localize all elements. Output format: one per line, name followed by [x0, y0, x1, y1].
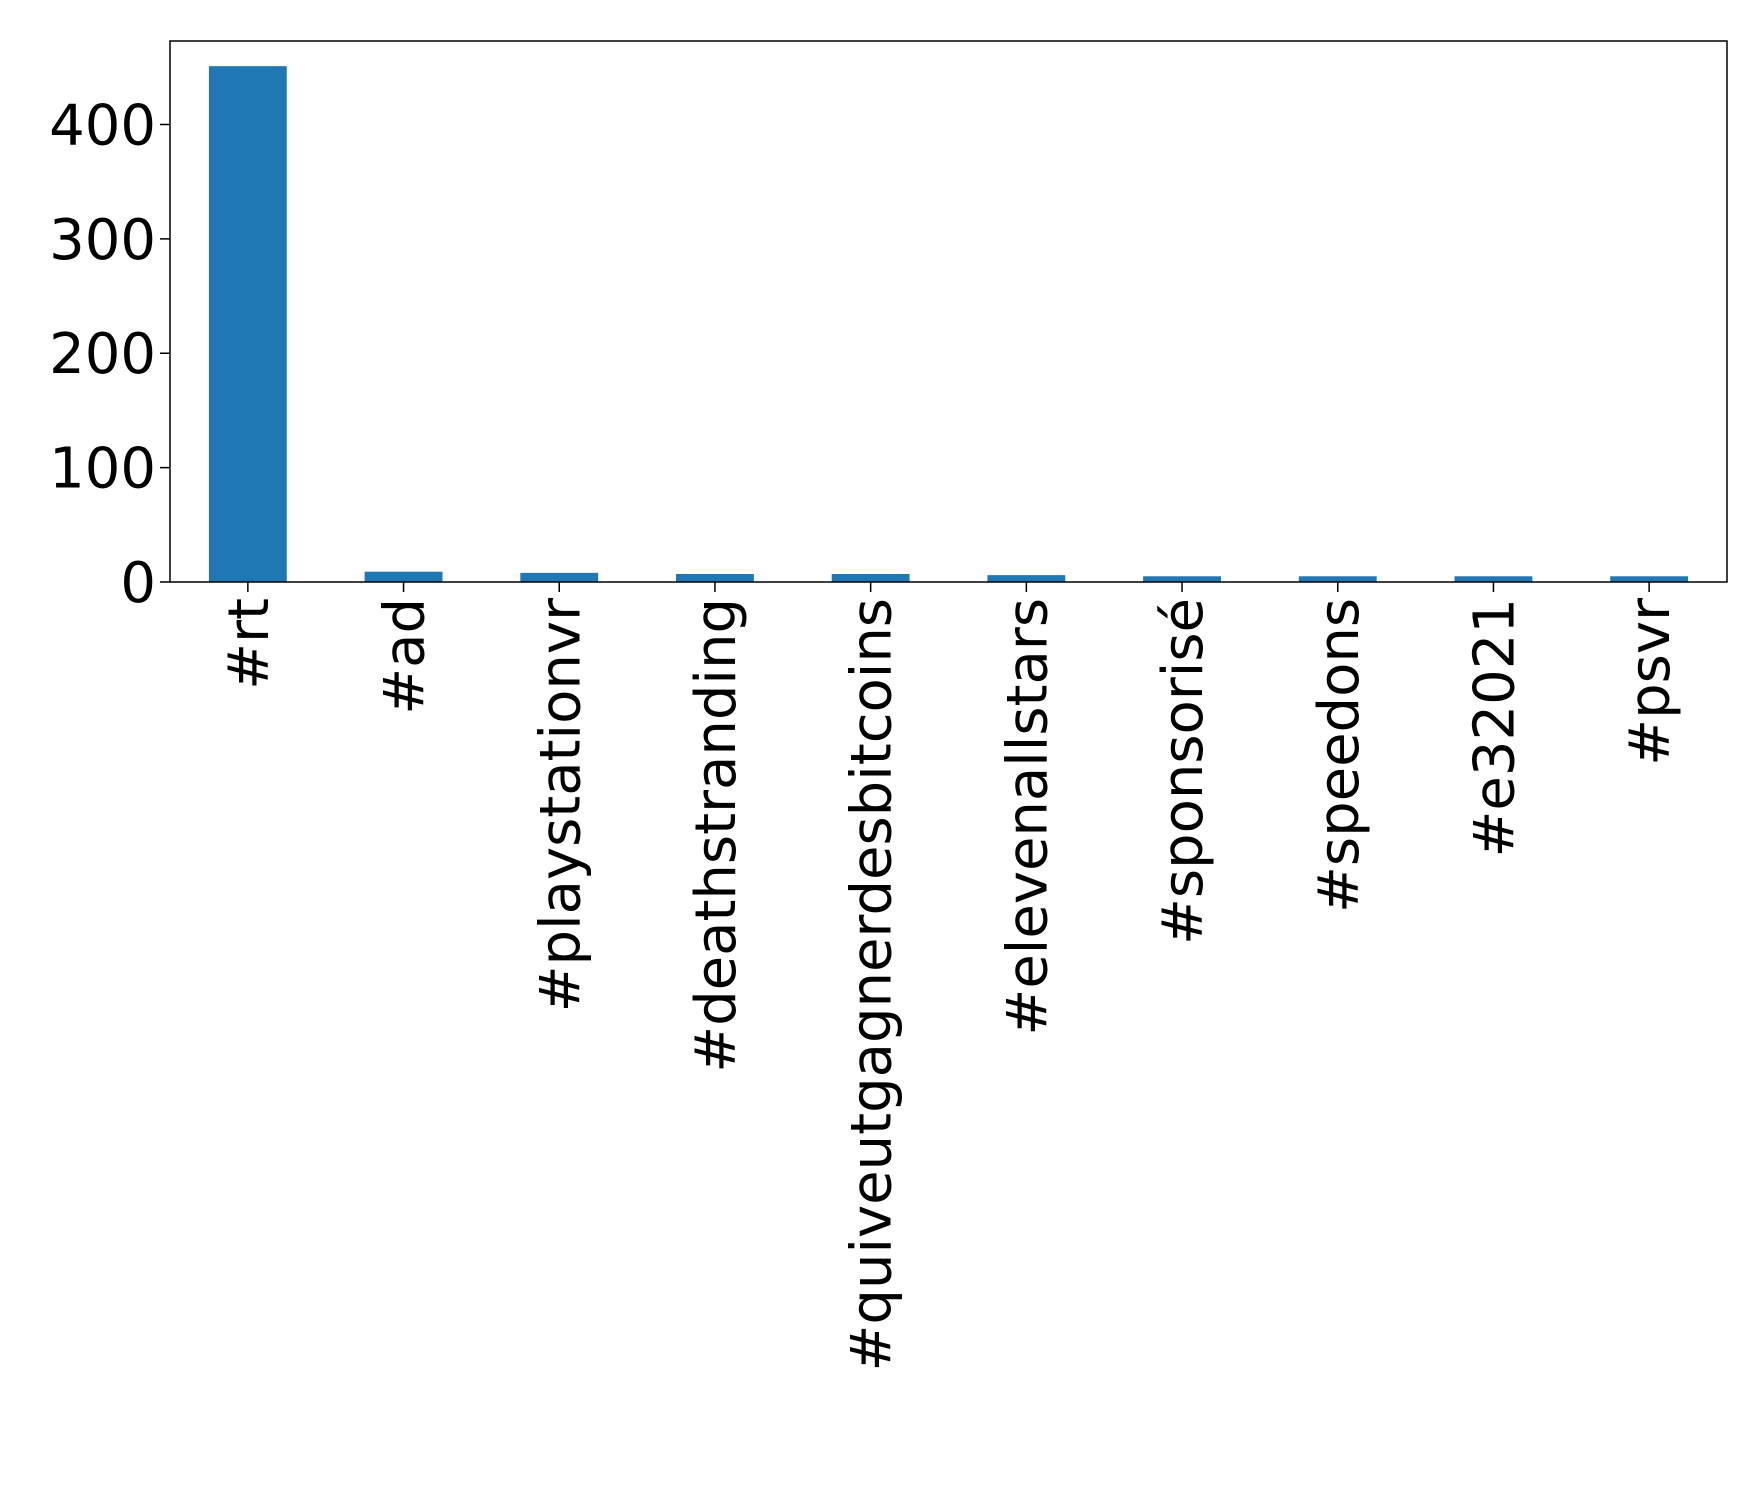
bar — [1454, 576, 1533, 582]
x-tick-label: #sponsorisé — [1151, 598, 1216, 945]
x-tick-label: #e32021 — [1462, 598, 1527, 858]
bar — [520, 572, 599, 582]
y-tick-label: 0 — [120, 551, 156, 616]
x-tick-label: #elevenallstars — [995, 598, 1060, 1036]
x-tick-label: #ad — [373, 598, 438, 715]
x-tick-label: #quiveutgagnerdesbitcoins — [840, 598, 905, 1371]
bar — [208, 66, 287, 583]
x-tick-label: #psvr — [1618, 597, 1683, 766]
x-tick-label: #deathstranding — [684, 598, 749, 1073]
bar — [1610, 576, 1689, 582]
x-tick-label: #speedons — [1307, 598, 1372, 913]
y-tick-label: 400 — [49, 93, 156, 158]
x-tick-label: #playstationvr — [528, 597, 593, 1012]
bar — [1298, 576, 1377, 582]
bar — [987, 575, 1066, 582]
y-tick-label: 100 — [49, 437, 156, 502]
plot-frame — [169, 40, 1728, 583]
y-tick-label: 200 — [49, 322, 156, 387]
bar — [831, 573, 910, 582]
bar — [364, 571, 443, 582]
bar — [1143, 576, 1221, 582]
y-tick-label: 300 — [49, 208, 156, 273]
x-tick-label: #rt — [217, 598, 282, 690]
bar — [676, 573, 754, 582]
